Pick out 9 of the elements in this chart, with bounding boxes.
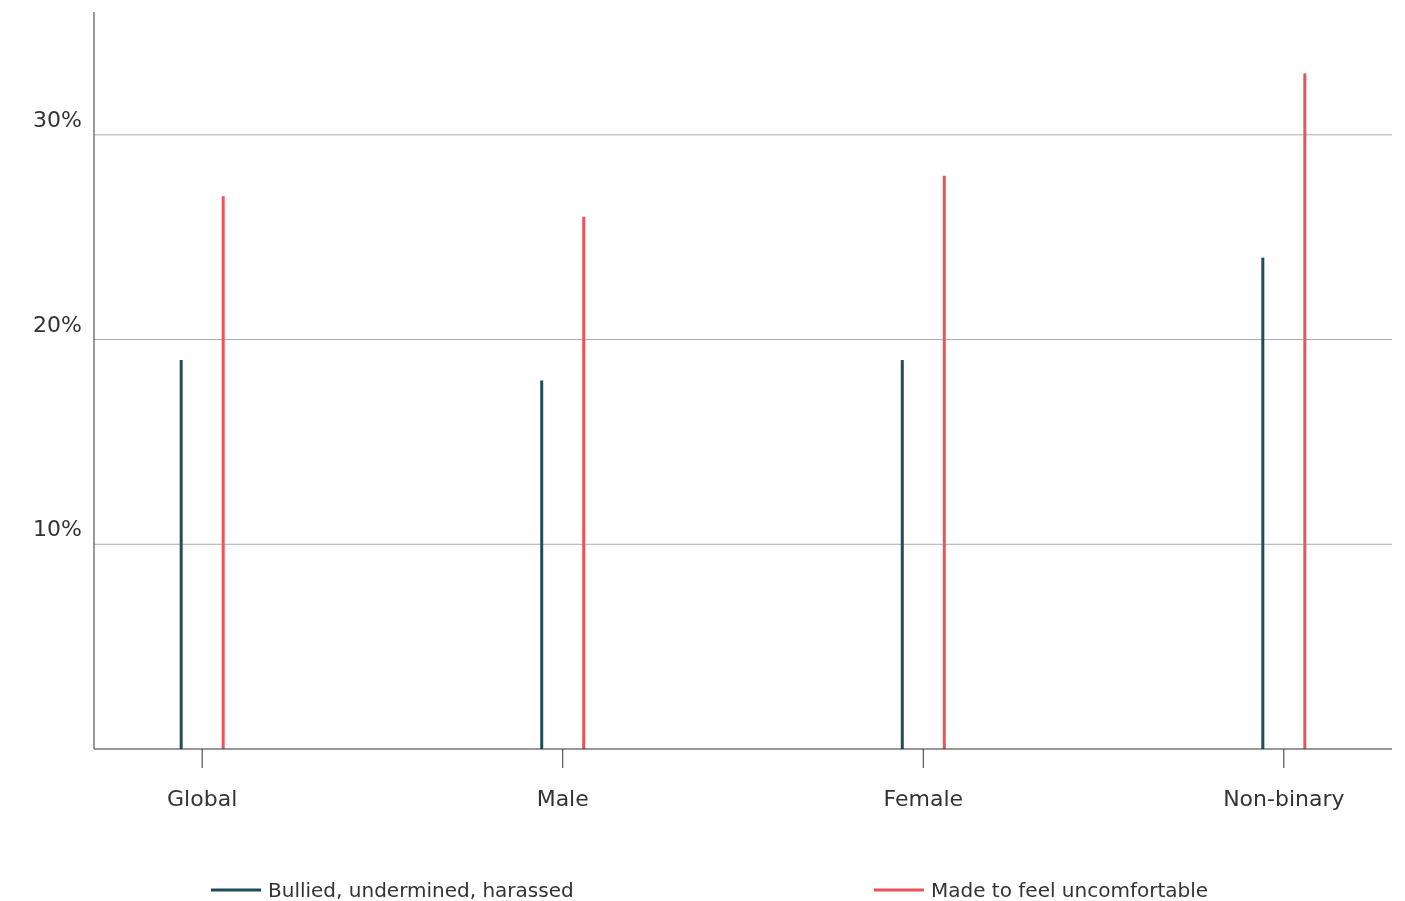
x-tick-label: Non-binary	[1223, 786, 1345, 811]
y-tick-label: 30%	[33, 106, 82, 132]
legend-label: Bullied, undermined, harassed	[268, 878, 574, 901]
legend-label: Made to feel uncomfortable	[931, 878, 1209, 901]
x-tick-label: Male	[536, 786, 589, 811]
x-tick-label: Female	[883, 786, 964, 811]
y-tick-label: 20%	[33, 311, 82, 337]
y-tick-label: 10%	[33, 516, 82, 542]
x-tick-label: Global	[167, 786, 238, 811]
